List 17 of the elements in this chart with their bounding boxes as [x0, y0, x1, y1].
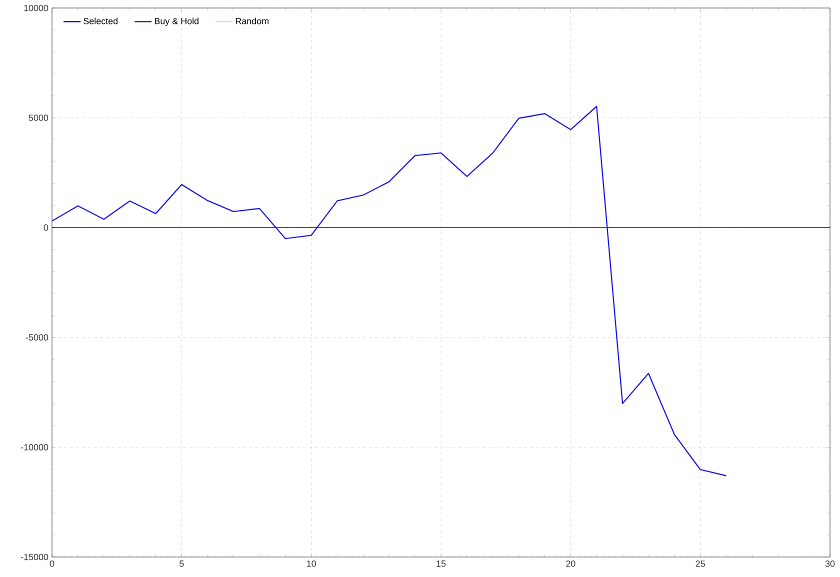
y-tick-label: -5000 [26, 334, 48, 341]
y-tick-label: 0 [44, 224, 48, 231]
x-tick-label: 30 [825, 560, 835, 567]
y-tick-label: -15000 [20, 554, 48, 560]
x-tick-label: 20 [566, 560, 576, 567]
legend-label: Selected [84, 18, 118, 24]
y-tick-label: -10000 [20, 444, 48, 450]
x-tick-label: 25 [696, 560, 705, 567]
x-tick-label: 0 [50, 560, 54, 567]
line-series [52, 106, 727, 476]
x-tick-label: 10 [307, 560, 316, 567]
legend-label: Buy & Hold [154, 18, 198, 26]
y-tick-label: 5000 [28, 114, 48, 121]
x-tick-label: 15 [436, 560, 446, 567]
y-tick-label: 10000 [24, 4, 48, 12]
legend-label: Random [236, 18, 268, 24]
x-tick-label: 5 [180, 560, 184, 567]
